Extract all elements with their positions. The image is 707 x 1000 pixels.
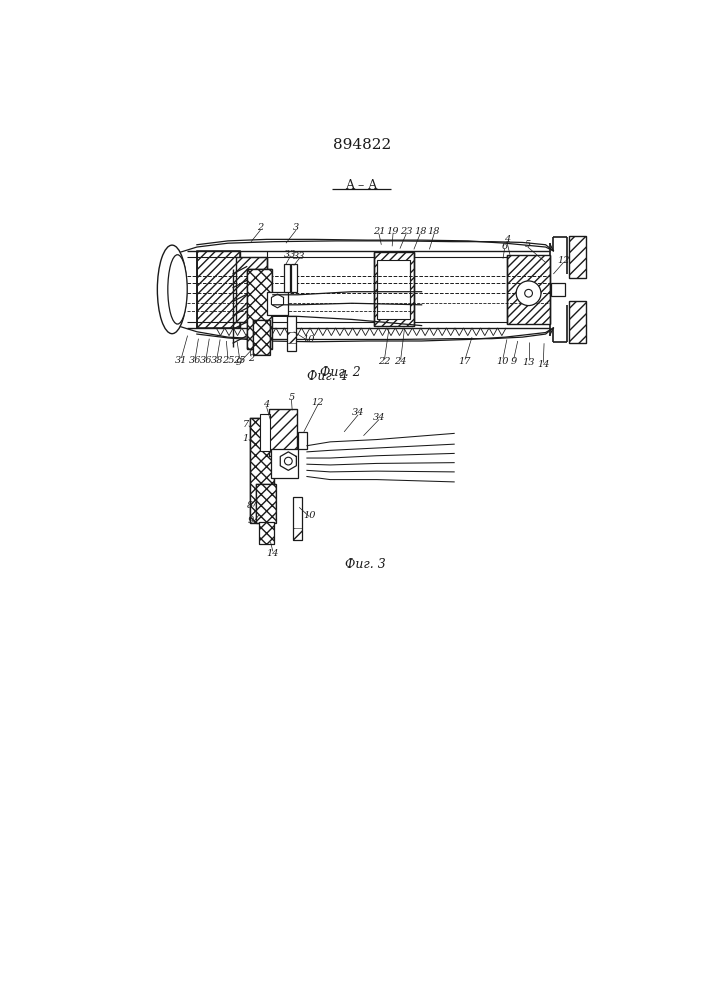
Text: 4: 4 [504, 235, 510, 244]
Text: 8: 8 [247, 500, 253, 510]
Text: 34: 34 [373, 413, 385, 422]
Bar [247, 269, 272, 349]
Text: 13: 13 [522, 358, 534, 367]
Text: 33: 33 [293, 252, 305, 261]
Bar [373, 252, 414, 326]
Text: 36: 36 [200, 356, 212, 365]
Bar [271, 449, 298, 478]
Text: 17: 17 [459, 357, 472, 366]
Bar [235, 257, 267, 322]
Bar [569, 235, 586, 278]
Text: 10: 10 [303, 511, 315, 520]
Bar [287, 316, 296, 351]
Bar [252, 320, 270, 355]
Bar [298, 432, 307, 449]
Bar [250, 418, 274, 523]
Bar [551, 283, 565, 296]
Text: 18: 18 [414, 227, 426, 236]
Text: 33: 33 [284, 250, 296, 259]
Text: 10: 10 [302, 335, 315, 344]
Text: 10: 10 [497, 357, 509, 366]
Text: 2: 2 [248, 354, 255, 363]
Bar [259, 522, 274, 544]
Bar [569, 301, 586, 343]
Ellipse shape [158, 245, 187, 334]
Bar [259, 522, 274, 544]
Ellipse shape [168, 255, 187, 324]
Text: 21: 21 [373, 227, 385, 236]
Text: Фиг. 2: Фиг. 2 [320, 366, 361, 379]
Bar [256, 484, 276, 523]
Bar [293, 497, 303, 540]
Text: 25: 25 [233, 356, 246, 365]
Text: 25: 25 [221, 356, 234, 365]
Bar [250, 418, 274, 523]
Text: 22: 22 [378, 357, 391, 366]
Text: Фиг. 3: Фиг. 3 [346, 558, 386, 571]
Bar [269, 409, 297, 456]
Circle shape [525, 289, 532, 297]
Text: 5: 5 [288, 393, 295, 402]
Text: 894822: 894822 [333, 138, 391, 152]
Text: 12: 12 [312, 398, 324, 407]
Bar [284, 264, 290, 292]
Text: 9: 9 [235, 358, 242, 367]
Text: 36: 36 [189, 356, 201, 365]
Bar [569, 235, 586, 278]
Text: 34: 34 [352, 408, 364, 417]
Text: 14: 14 [267, 549, 279, 558]
Text: A – A: A – A [345, 179, 378, 192]
Bar [259, 414, 270, 451]
Text: 1: 1 [243, 434, 249, 443]
Bar [507, 255, 549, 324]
Bar [197, 251, 240, 328]
Text: 23: 23 [400, 227, 412, 236]
Bar [378, 260, 410, 319]
Text: 12: 12 [557, 256, 570, 265]
Text: 9: 9 [510, 357, 517, 366]
Bar [247, 269, 272, 349]
Bar [287, 332, 296, 343]
Bar [252, 320, 270, 355]
Text: 14: 14 [537, 360, 549, 369]
Circle shape [284, 457, 292, 465]
Bar [256, 484, 276, 523]
Bar [267, 292, 288, 315]
Text: 3: 3 [293, 223, 299, 232]
Circle shape [516, 281, 541, 306]
Text: 31: 31 [175, 356, 187, 365]
Text: 24: 24 [395, 357, 407, 366]
Bar [269, 409, 297, 456]
Bar [373, 252, 414, 326]
Text: 7: 7 [243, 420, 249, 429]
Text: 19: 19 [387, 227, 399, 236]
Text: 6: 6 [501, 242, 508, 251]
Bar [569, 301, 586, 343]
Text: 38: 38 [211, 356, 223, 365]
Text: 4: 4 [264, 400, 270, 409]
Text: 5: 5 [525, 240, 531, 249]
Bar [291, 264, 297, 292]
Bar [197, 251, 240, 328]
Bar [235, 257, 267, 322]
Text: 9: 9 [247, 516, 253, 525]
Bar [293, 528, 303, 540]
Text: 18: 18 [428, 227, 440, 236]
Bar [507, 255, 549, 324]
Text: Фиг. 4: Фиг. 4 [307, 370, 347, 383]
Text: 2: 2 [257, 223, 264, 232]
